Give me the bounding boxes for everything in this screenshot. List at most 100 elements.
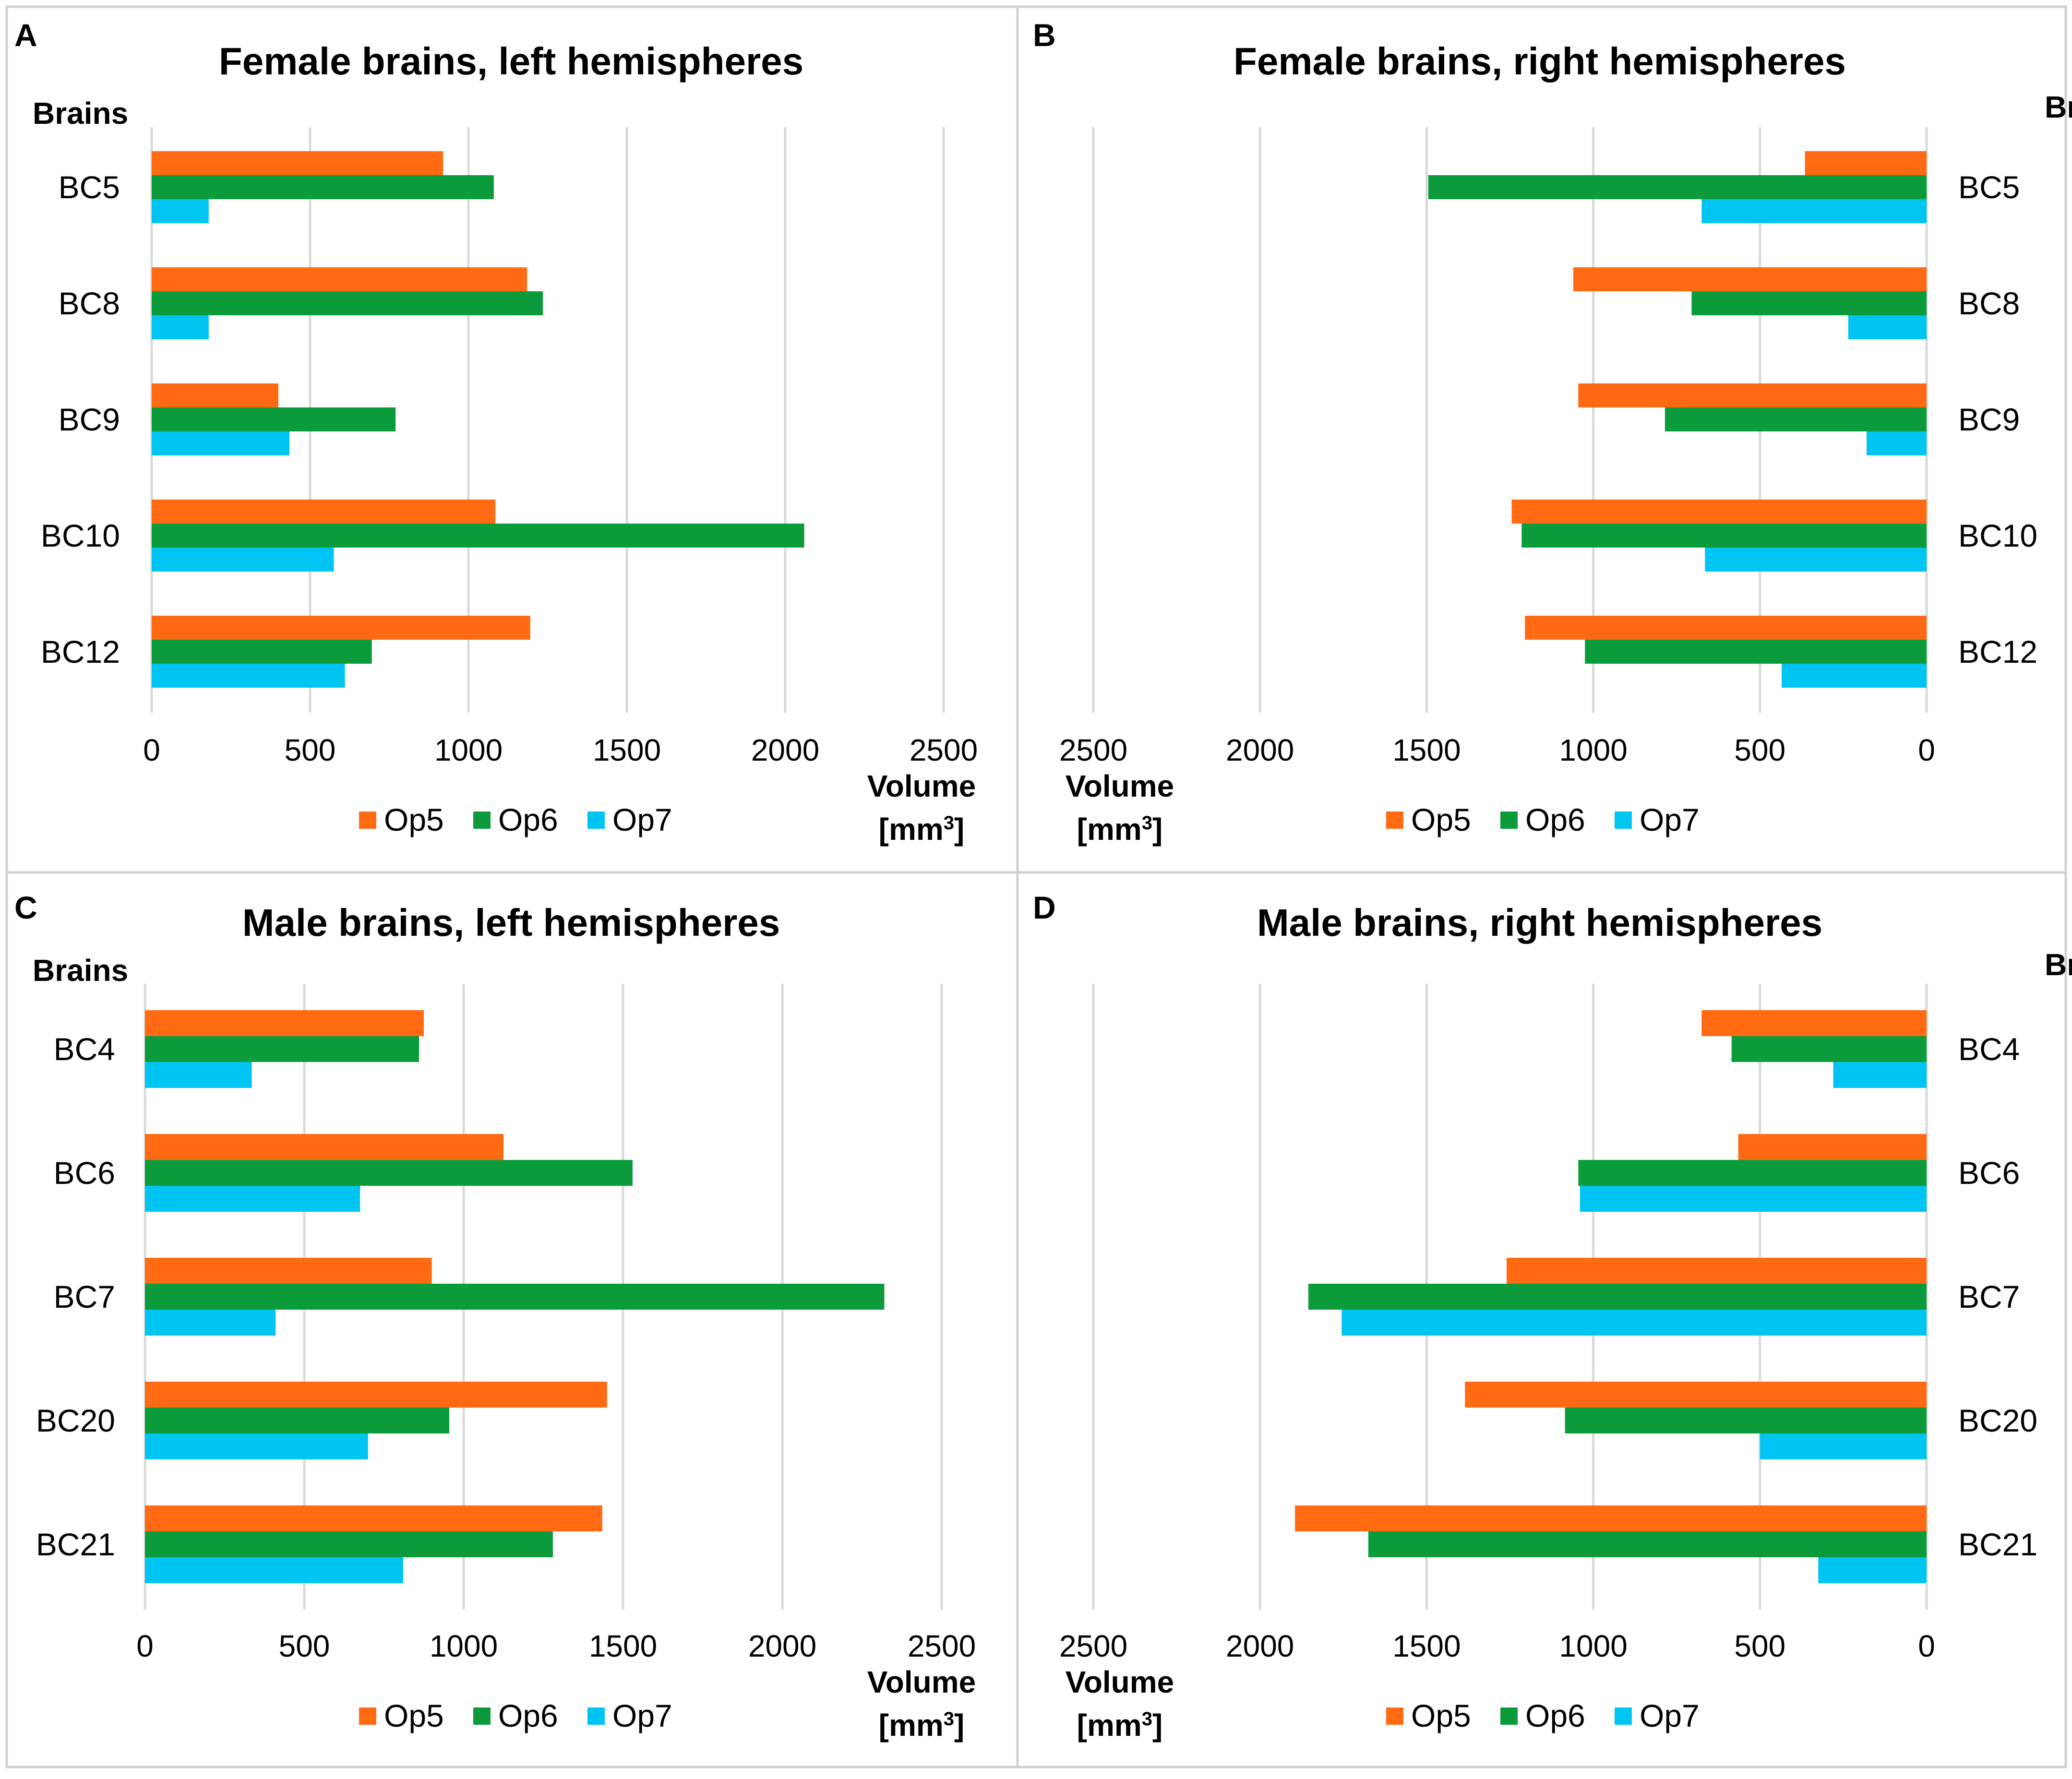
bar-op5-bc6 — [1738, 1134, 1927, 1160]
volume-label: Volume — [1066, 1665, 1174, 1699]
bar-op5-bc20 — [1465, 1382, 1927, 1408]
legend-label-op7: Op7 — [612, 1698, 672, 1733]
bar-op6-bc4 — [1731, 1036, 1927, 1062]
bar-op6-bc7 — [1308, 1284, 1927, 1310]
category-label: BC12 — [1958, 634, 2037, 669]
bar-op6-bc10 — [152, 524, 804, 548]
bar-op6-bc6 — [145, 1160, 633, 1186]
bar-op5-bc5 — [1805, 151, 1927, 175]
chart-title: Male brains, right hemispheres — [1257, 901, 1822, 944]
legend-label-op5: Op5 — [384, 802, 444, 837]
bar-op6-bc20 — [145, 1408, 450, 1433]
legend-label-op7: Op7 — [612, 802, 672, 837]
chart-panel-c: C Male brains, left hemispheres Brains BC4 B… — [14, 890, 976, 1743]
legend-swatch-op5 — [359, 812, 376, 829]
tick-label: 0 — [1918, 733, 1935, 767]
bar-op7-bc21 — [1818, 1557, 1927, 1583]
bar-op6-bc5 — [152, 175, 494, 199]
bar-op7-bc10 — [152, 548, 334, 572]
legend-swatch-op7 — [587, 812, 605, 829]
tick-label: 2500 — [910, 733, 978, 767]
legend-label-op6: Op6 — [498, 802, 558, 837]
tick-label: 0 — [136, 1629, 154, 1663]
axis-title-volume: Volume [mm3] — [1066, 769, 1174, 847]
bar-op5-bc12 — [152, 616, 530, 640]
bar-op5-bc9 — [1578, 383, 1927, 407]
bar-op7-bc7 — [1341, 1310, 1927, 1336]
bar-op5-bc8 — [1573, 267, 1927, 291]
legend-swatch-op7 — [1615, 812, 1632, 829]
bar-op7-bc6 — [145, 1186, 360, 1212]
axis-title-brains: Brains — [33, 96, 128, 131]
bar-op6-bc8 — [152, 291, 543, 315]
panel-letter: C — [14, 890, 37, 925]
category-label: BC4 — [54, 1031, 115, 1067]
category-label: BC7 — [54, 1279, 115, 1314]
volume-label: Volume — [867, 1665, 976, 1699]
bar-op6-bc12 — [152, 640, 372, 664]
bar-op5-bc8 — [152, 267, 527, 291]
legend-label-op7: Op7 — [1640, 802, 1700, 837]
legend: Op5 Op6 Op7 — [359, 802, 672, 837]
panel-letter: D — [1033, 890, 1056, 925]
tick-label: 1000 — [1559, 733, 1627, 767]
category-label: BC6 — [1958, 1155, 2020, 1191]
bar-op5-bc7 — [1507, 1258, 1927, 1284]
bar-op7-bc20 — [145, 1433, 368, 1459]
legend: Op5 Op6 Op7 — [359, 1698, 672, 1733]
volume-unit: [mm3] — [1077, 812, 1163, 847]
tick-label: 2000 — [748, 1629, 816, 1663]
category-label: BC8 — [59, 286, 120, 321]
volume-label: Volume — [867, 769, 976, 803]
bar-op7-bc8 — [1848, 315, 1927, 339]
tick-label: 2000 — [751, 733, 819, 767]
chart-panel-b: B Female brains, right hemispheres Brains B… — [1033, 17, 2072, 847]
tick-label: 500 — [285, 733, 336, 767]
category-label: BC21 — [36, 1527, 115, 1562]
legend-swatch-op6 — [473, 1707, 491, 1725]
bar-op6-bc8 — [1691, 291, 1927, 315]
panel-letter: A — [14, 17, 37, 53]
tick-label: 500 — [1734, 1629, 1785, 1663]
bar-op7-bc21 — [145, 1557, 403, 1583]
chart-title: Female brains, right hemispheres — [1234, 40, 1846, 83]
legend-label-op7: Op7 — [1640, 1698, 1700, 1733]
tick-label: 2500 — [1059, 1629, 1127, 1663]
legend-label-op6: Op6 — [1525, 1698, 1585, 1733]
bar-op5-bc21 — [145, 1505, 602, 1531]
bar-op7-bc10 — [1705, 548, 1927, 572]
legend-swatch-op5 — [1386, 1707, 1403, 1725]
category-label: BC9 — [59, 402, 120, 437]
bar-op5-bc4 — [145, 1010, 424, 1036]
legend-swatch-op5 — [1386, 812, 1403, 829]
category-label: BC12 — [41, 634, 120, 669]
bar-op6-bc6 — [1578, 1160, 1927, 1186]
category-label: BC6 — [54, 1155, 115, 1191]
category-label: BC20 — [1958, 1403, 2037, 1438]
legend: Op5 Op6 Op7 — [1386, 802, 1700, 837]
bar-op6-bc20 — [1565, 1408, 1927, 1433]
legend-label-op6: Op6 — [498, 1698, 558, 1733]
chart-title: Male brains, left hemispheres — [242, 901, 780, 944]
tick-label: 500 — [279, 1629, 330, 1663]
chart-panel-d: D Male brains, right hemispheres Brains BC4… — [1033, 890, 2072, 1743]
legend-swatch-op7 — [587, 1707, 605, 1725]
legend-label-op5: Op5 — [1411, 1698, 1471, 1733]
chart-panel-a: A Female brains, left hemispheres Brains BC… — [14, 17, 978, 847]
tick-label: 500 — [1734, 733, 1785, 767]
bar-op6-bc21 — [1368, 1531, 1927, 1557]
bar-op5-bc9 — [152, 383, 278, 407]
category-label: BC9 — [1958, 402, 2020, 437]
tick-label: 0 — [143, 733, 160, 767]
chart-title: Female brains, left hemispheres — [219, 40, 803, 83]
legend-label-op5: Op5 — [1411, 802, 1471, 837]
legend-label-op6: Op6 — [1525, 802, 1585, 837]
tick-label: 2000 — [1226, 1629, 1294, 1663]
axis-title-brains: Brains — [2045, 90, 2072, 124]
axis-title-brains: Brains — [33, 953, 128, 988]
category-label: BC20 — [36, 1403, 115, 1438]
bar-op5-bc21 — [1295, 1505, 1927, 1531]
bar-op5-bc12 — [1525, 616, 1927, 640]
bar-op5-bc10 — [1511, 500, 1927, 524]
bar-op7-bc12 — [152, 664, 345, 688]
